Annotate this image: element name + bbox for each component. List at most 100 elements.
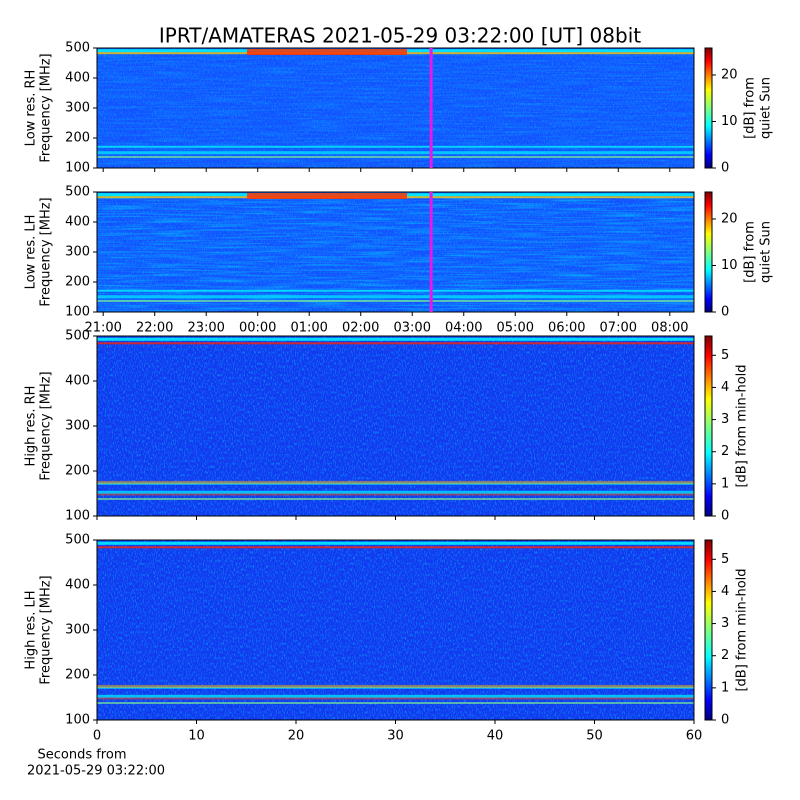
- colorbar: [704, 191, 713, 313]
- colorbar-label: quiet Sun: [759, 77, 774, 139]
- spectrogram-band: [97, 151, 694, 155]
- y-tick-label: 400: [65, 374, 90, 389]
- y-axis-label: Low res. RH: [24, 70, 39, 147]
- spectrogram-band: [97, 480, 694, 484]
- x-tick-label: 20: [288, 729, 305, 744]
- spectrogram-band: [97, 337, 694, 341]
- x-tick-label: 23:00: [187, 321, 224, 336]
- y-tick-label: 500: [65, 533, 90, 548]
- spectrogram-burst: [247, 49, 407, 55]
- colorbar-tick-label: 4: [721, 584, 729, 599]
- colorbar-tick-label: 3: [721, 616, 729, 631]
- x-tick-label: 07:00: [600, 321, 637, 336]
- y-tick-label: 300: [65, 101, 90, 116]
- colorbar-tick-label: 3: [721, 412, 729, 427]
- y-tick-label: 300: [65, 419, 90, 434]
- x-tick-label: 0: [93, 729, 101, 744]
- spectrogram-band: [97, 684, 694, 688]
- y-axis-label: Frequency [MHz]: [39, 371, 54, 480]
- colorbar-tick-label: 1: [721, 476, 729, 491]
- colorbar-tick-label: 10: [721, 258, 738, 273]
- chart-title: IPRT/AMATERAS 2021-05-29 03:22:00 [UT] 0…: [159, 24, 641, 48]
- y-axis-label: Frequency [MHz]: [39, 575, 54, 684]
- colorbar-tick-label: 10: [721, 114, 738, 129]
- colorbar-tick-label: 20: [721, 211, 738, 226]
- y-tick-label: 200: [65, 131, 90, 146]
- x-tick-label: 50: [586, 729, 603, 744]
- spectrogram-noise: [97, 540, 694, 720]
- y-tick-label: 100: [65, 161, 90, 176]
- spectrogram-band: [97, 498, 694, 500]
- colorbar: [704, 539, 713, 721]
- colorbar-tick-label: 2: [721, 648, 729, 663]
- y-tick-label: 500: [65, 329, 90, 344]
- y-axis-label: High res. RH: [24, 386, 39, 467]
- x-tick-label: 60: [686, 729, 703, 744]
- spectrogram-band: [97, 493, 694, 496]
- y-tick-label: 400: [65, 71, 90, 86]
- colorbar-label: [dB] from min-hold: [735, 568, 750, 691]
- x-axis-label: 2021-05-29 03:22:00: [27, 764, 165, 779]
- x-tick-label: 03:00: [394, 321, 431, 336]
- spectrogram-band: [97, 289, 694, 292]
- y-axis-label: Frequency [MHz]: [39, 53, 54, 162]
- colorbar-tick-label: 4: [721, 380, 729, 395]
- colorbar: [704, 47, 713, 169]
- spectrogram-band: [97, 541, 694, 545]
- spectrogram-band: [97, 300, 694, 302]
- x-tick-label: 22:00: [136, 321, 173, 336]
- colorbar-label: [dB] from: [743, 77, 758, 139]
- spectrogram-band: [97, 342, 694, 345]
- y-tick-label: 300: [65, 623, 90, 638]
- spectrogram-streaks: [97, 48, 694, 168]
- colorbar-tick-label: 0: [721, 305, 729, 320]
- y-axis-label: Frequency [MHz]: [39, 197, 54, 306]
- spectrogram-noise: [97, 336, 694, 516]
- y-tick-label: 100: [65, 305, 90, 320]
- colorbar-tick-label: 20: [721, 67, 738, 82]
- y-axis-label: High res. LH: [24, 590, 39, 669]
- spectrogram-burst: [247, 193, 407, 199]
- spectrogram-band: [97, 694, 694, 698]
- spectrogram-band: [97, 295, 694, 299]
- x-tick-label: 40: [487, 729, 504, 744]
- y-tick-label: 200: [65, 275, 90, 290]
- x-tick-label: 06:00: [548, 321, 585, 336]
- y-axis-label: Low res. LH: [24, 215, 39, 290]
- colorbar-tick-label: 0: [721, 713, 729, 728]
- colorbar: [704, 335, 713, 517]
- y-tick-label: 400: [65, 578, 90, 593]
- colorbar-tick-label: 1: [721, 680, 729, 695]
- x-tick-label: 02:00: [342, 321, 379, 336]
- spectrogram-band: [97, 490, 694, 494]
- x-tick-label: 00:00: [239, 321, 276, 336]
- y-tick-label: 200: [65, 668, 90, 683]
- spectrogram-band: [97, 697, 694, 700]
- spectrogram-band: [97, 156, 694, 158]
- x-tick-label: 04:00: [445, 321, 482, 336]
- colorbar-tick-label: 5: [721, 552, 729, 567]
- colorbar-label: [dB] from: [743, 221, 758, 283]
- colorbar-tick-label: 0: [721, 509, 729, 524]
- x-tick-label: 01:00: [290, 321, 327, 336]
- y-tick-label: 500: [65, 41, 90, 56]
- spectrogram-streaks: [97, 192, 694, 312]
- y-tick-label: 100: [65, 713, 90, 728]
- x-tick-label: 05:00: [497, 321, 534, 336]
- x-tick-label: 10: [188, 729, 205, 744]
- x-tick-label: 30: [387, 729, 404, 744]
- colorbar-tick-label: 5: [721, 348, 729, 363]
- colorbar-tick-label: 0: [721, 161, 729, 176]
- y-tick-label: 100: [65, 509, 90, 524]
- colorbar-tick-label: 2: [721, 444, 729, 459]
- y-tick-label: 200: [65, 464, 90, 479]
- spectrogram-band: [97, 702, 694, 704]
- spectrogram-band: [97, 145, 694, 148]
- x-tick-label: 21:00: [84, 321, 121, 336]
- y-tick-label: 400: [65, 215, 90, 230]
- y-tick-label: 300: [65, 245, 90, 260]
- x-axis-label: Seconds from: [37, 748, 126, 763]
- colorbar-label: [dB] from min-hold: [735, 364, 750, 487]
- y-tick-label: 500: [65, 185, 90, 200]
